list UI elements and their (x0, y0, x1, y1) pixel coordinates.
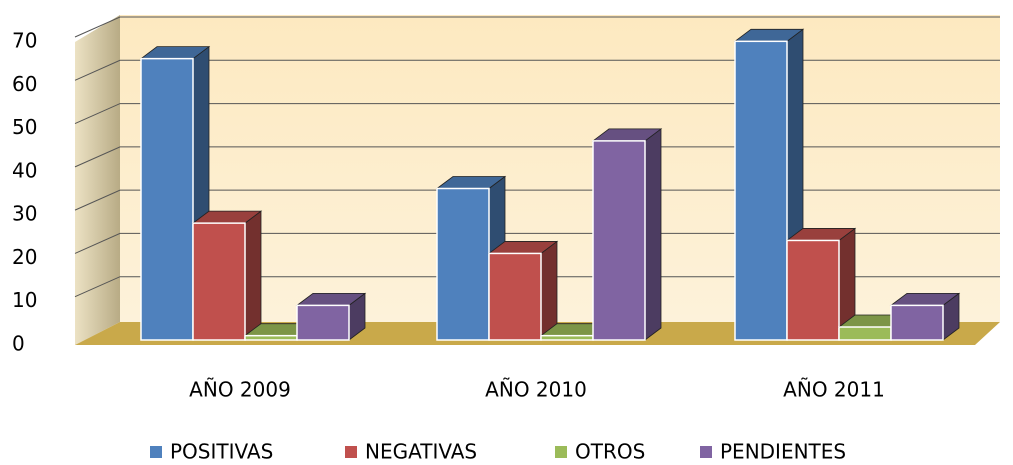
bar (785, 227, 857, 341)
grid-line (74, 232, 1000, 254)
side-wall (75, 15, 120, 345)
grid-line (74, 59, 1000, 81)
y-tick-label: 60 (12, 72, 37, 96)
y-tick-label: 0 (12, 332, 25, 356)
grid-line (74, 146, 1000, 168)
bar (191, 210, 263, 341)
grid-line (74, 276, 1000, 298)
y-tick-label: 10 (12, 288, 37, 312)
bar (591, 128, 663, 341)
x-tick-label: AÑO 2009 (189, 378, 291, 402)
grid-line (74, 16, 1000, 38)
bar (889, 292, 961, 341)
legend-swatch (700, 446, 712, 458)
bar (487, 240, 559, 341)
x-tick-label: AÑO 2010 (485, 378, 587, 402)
legend-swatch (345, 446, 357, 458)
legend-label: NEGATIVAS (365, 440, 477, 464)
legend-swatch (555, 446, 567, 458)
y-tick-label: 20 (12, 245, 37, 269)
y-tick-label: 30 (12, 202, 37, 226)
y-tick-label: 70 (12, 29, 37, 53)
grid-line (74, 103, 1000, 125)
legend-label: OTROS (575, 440, 645, 464)
legend-label: POSITIVAS (170, 440, 273, 464)
bar (295, 292, 367, 341)
bar (733, 28, 805, 341)
legend-swatch (150, 446, 162, 458)
grid-line (74, 189, 1000, 211)
y-tick-label: 50 (12, 115, 37, 139)
legend-label: PENDIENTES (720, 440, 846, 464)
x-tick-label: AÑO 2011 (783, 378, 885, 402)
y-tick-label: 40 (12, 158, 37, 182)
